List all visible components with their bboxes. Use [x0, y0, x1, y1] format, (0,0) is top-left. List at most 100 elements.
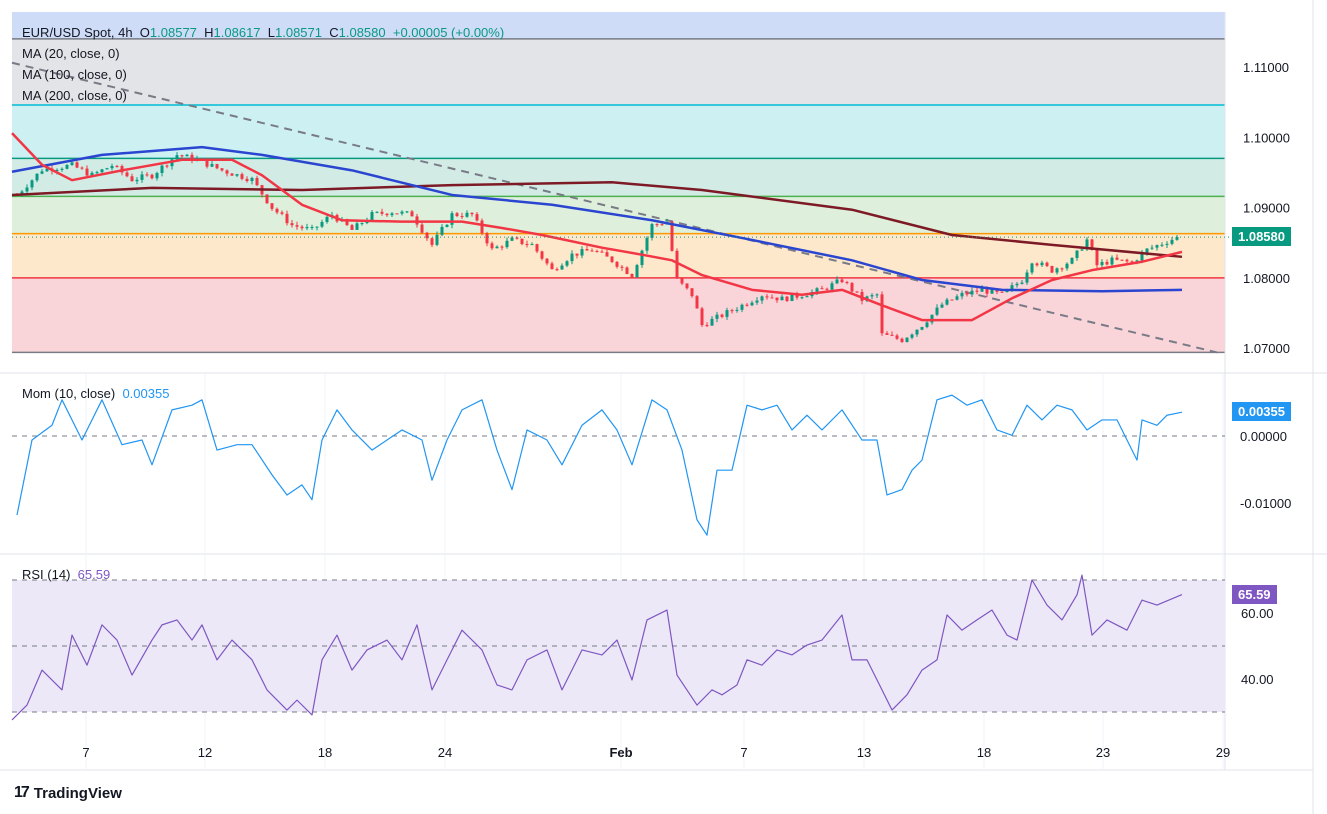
candle-body — [85, 168, 89, 176]
rsi-tick-label: 60.00 — [1241, 606, 1274, 621]
candle — [705, 322, 709, 328]
candle-body — [965, 292, 969, 295]
time-tick-label: 18 — [977, 745, 991, 760]
candle — [590, 248, 594, 252]
candle — [410, 210, 414, 217]
close-label: C — [329, 25, 339, 40]
candle-body — [855, 291, 859, 293]
candle-body — [570, 253, 574, 262]
candle — [1030, 262, 1034, 275]
candle-body — [905, 337, 909, 342]
candle-body — [925, 322, 929, 328]
candle — [160, 164, 164, 177]
candle-body — [1040, 262, 1044, 266]
candle-body — [375, 211, 379, 213]
candle-body — [590, 250, 594, 252]
candle — [565, 260, 569, 268]
candle-body — [410, 211, 414, 217]
candle — [595, 249, 599, 253]
candle — [570, 250, 574, 265]
candle — [1050, 265, 1054, 274]
candle — [900, 337, 904, 343]
candle-body — [580, 249, 584, 256]
candle-body — [420, 224, 424, 233]
candle — [385, 213, 389, 217]
candle — [690, 288, 694, 298]
logo-text: TradingView — [33, 784, 122, 802]
candle-body — [1135, 260, 1139, 262]
rsi-legend[interactable]: RSI (14) 65.59 — [22, 567, 110, 582]
candle-body — [180, 155, 184, 157]
candle — [490, 241, 494, 251]
candle — [215, 163, 219, 170]
candle-body — [445, 224, 449, 227]
candle — [535, 243, 539, 254]
candle-body — [740, 304, 744, 310]
candle-body — [405, 211, 409, 213]
candle-body — [605, 252, 609, 257]
rsi-title: RSI (14) — [22, 567, 71, 582]
candle — [1165, 241, 1169, 249]
candle-body — [640, 250, 644, 266]
candle — [240, 172, 244, 181]
candle-body — [545, 258, 549, 264]
candle — [360, 222, 364, 226]
tradingview-logo[interactable]: 17 TradingView — [14, 784, 122, 802]
candle-body — [130, 176, 134, 182]
ma200-legend[interactable]: MA (200, close, 0) — [22, 88, 127, 103]
ma100-legend[interactable]: MA (100, close, 0) — [22, 67, 127, 82]
candle — [630, 273, 634, 279]
candle-body — [685, 283, 689, 289]
candle — [545, 257, 549, 266]
candle-body — [425, 232, 429, 239]
candle — [65, 164, 69, 170]
candle — [920, 326, 924, 331]
candle-body — [805, 296, 809, 298]
candle — [625, 266, 629, 275]
candle-body — [1080, 249, 1084, 251]
candle-body — [25, 187, 29, 192]
candle-body — [725, 310, 729, 317]
candle-body — [485, 233, 489, 244]
candle — [375, 211, 379, 214]
candle — [580, 246, 584, 259]
candle — [440, 224, 444, 237]
candle-body — [850, 283, 854, 292]
candle-body — [690, 288, 694, 297]
candle-body — [1020, 282, 1024, 284]
candle — [525, 240, 529, 248]
candle — [1175, 234, 1179, 241]
mom-legend[interactable]: Mom (10, close) 0.00355 — [22, 386, 169, 401]
candle — [735, 307, 739, 313]
candle — [540, 250, 544, 261]
candle-body — [945, 299, 949, 305]
candle-body — [285, 213, 289, 224]
candle — [75, 161, 79, 169]
candle-body — [575, 253, 579, 256]
candle — [1035, 262, 1039, 267]
candle — [740, 303, 744, 313]
candle — [855, 291, 859, 294]
candle-body — [660, 224, 664, 226]
candle-body — [370, 212, 374, 221]
candle-body — [1175, 237, 1179, 240]
time-tick-label: 13 — [857, 745, 871, 760]
candle-body — [100, 169, 104, 173]
candle-body — [135, 179, 139, 182]
candle — [610, 256, 614, 264]
candle-body — [265, 194, 269, 204]
candle — [135, 177, 139, 185]
candle — [1170, 236, 1174, 246]
candle — [895, 333, 899, 341]
candle — [845, 280, 849, 285]
fib-zone — [12, 104, 1225, 159]
candle — [275, 207, 279, 215]
ma20-legend[interactable]: MA (20, close, 0) — [22, 46, 120, 61]
candle-body — [245, 178, 249, 182]
candle — [295, 221, 299, 230]
candle — [575, 253, 579, 259]
trendline — [11, 61, 1218, 354]
candle — [130, 173, 134, 182]
candle-body — [780, 296, 784, 301]
